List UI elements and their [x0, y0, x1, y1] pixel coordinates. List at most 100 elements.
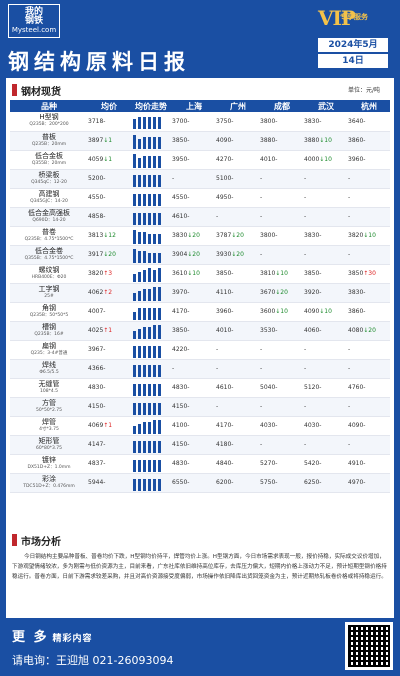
table-row: 低合金板 Q355B：20mm 4059↓1 3950- 4270- 4010- 4000↓… [10, 150, 390, 170]
city-price-cell: - [172, 169, 216, 189]
city-price-cell: 4090- [348, 416, 390, 436]
column-header: 均价走势 [130, 100, 172, 112]
spark-bar [138, 478, 141, 491]
trend-sparkline [130, 475, 172, 491]
spark-bar [138, 307, 141, 320]
column-header: 杭州 [348, 100, 390, 112]
city-price-cell: 3850- [172, 131, 216, 151]
spark-bar [143, 326, 146, 339]
trend-sparkline [130, 133, 172, 149]
trend-cell [130, 264, 172, 284]
trend-sparkline [130, 323, 172, 339]
trend-sparkline [130, 456, 172, 472]
product-cell: 角钢 Q235B：50*50*5 [10, 302, 88, 322]
city-price-cell: - [348, 245, 390, 265]
qr-code-icon[interactable] [345, 622, 393, 670]
product-cell: 镀锌 DX51D+Z：1.0mm [10, 454, 88, 474]
product-cell: 低合金高强板 Q690D：14-20 [10, 207, 88, 227]
avg-price-cell: 5944- [88, 473, 130, 493]
city-price-cell: 3880↓10 [304, 131, 348, 151]
trend-sparkline [130, 171, 172, 187]
spark-bar [143, 269, 146, 282]
city-price-cell: 4270- [216, 150, 260, 170]
table-row: H型钢 Q235B：200*200 3718- 3700- 3750- 3800- 3830… [10, 112, 390, 132]
spark-bar [138, 328, 141, 339]
city-price-cell: - [304, 207, 348, 227]
spark-bar [133, 440, 136, 453]
spark-bar [143, 478, 146, 491]
trend-sparkline [130, 437, 172, 453]
city-price-cell: 3610↓10 [172, 264, 216, 284]
spark-bar [148, 212, 151, 225]
spark-bar [133, 364, 136, 377]
contact-line: 请电询：王迎旭 021-26093094 [12, 654, 174, 667]
spark-bar [153, 117, 156, 130]
trend-cell [130, 473, 172, 493]
trend-sparkline [130, 209, 172, 225]
trend-sparkline [130, 342, 172, 358]
spark-bar [133, 273, 136, 282]
avg-price-cell: 3917↓20 [88, 245, 130, 265]
table-row: 角钢 Q235B：50*50*5 4007- 4170- 3960- 3600↓10 409… [10, 302, 390, 322]
spark-bar [148, 421, 151, 434]
trend-sparkline [130, 113, 172, 130]
column-header: 武汉 [304, 100, 348, 112]
city-price-cell: 4150- [172, 435, 216, 455]
trend-sparkline [130, 152, 172, 168]
spark-bar [153, 136, 156, 149]
trend-cell [130, 131, 172, 151]
table-row: 工字钢 25# 4062↑2 3970- 4110- 3670↓20 3920- 3830- [10, 283, 390, 303]
city-price-cell: 6250- [304, 473, 348, 493]
table-row: 高建钢 Q345GJC：14-20 4550- 4550- 4950- - - - [10, 188, 390, 208]
spark-bar [148, 364, 151, 377]
table-row: 桥梁板 Q345qC：12-20 5200- -5100- - - - [10, 169, 390, 189]
city-price-cell: 4010- [260, 150, 304, 170]
spark-bar [133, 459, 136, 472]
city-price-cell: 3600↓10 [260, 302, 304, 322]
city-price-cell: 3750- [216, 112, 260, 132]
spark-bar [143, 174, 146, 187]
spark-bar [143, 136, 146, 149]
spark-bar [148, 174, 151, 187]
product-cell: 桥梁板 Q345qC：12-20 [10, 169, 88, 189]
spark-bar [148, 233, 151, 244]
city-price-cell: 3930↓20 [216, 245, 260, 265]
city-price-cell: - [348, 169, 390, 189]
product-cell: 工字钢 25# [10, 283, 88, 303]
spark-bar [138, 157, 141, 168]
trend-cell [130, 340, 172, 360]
spark-bar [138, 174, 141, 187]
trend-cell [130, 359, 172, 379]
trend-cell [130, 283, 172, 303]
city-price-cell: 4950- [216, 188, 260, 208]
spark-bar [158, 136, 161, 149]
spark-bar [133, 292, 136, 301]
spark-bar [158, 117, 161, 130]
city-price-cell: - [304, 169, 348, 189]
column-header: 成都 [260, 100, 304, 112]
trend-sparkline [130, 266, 172, 282]
table-row: 低合金卷 Q355B：4.75*1500*C 3917↓20 3904↓20 3930↓… [10, 245, 390, 265]
city-price-cell: 3860- [348, 302, 390, 322]
spark-bar [148, 267, 151, 282]
header-bar: 我的 钢铁 Mysteel.com VIP 专享服务 钢结构原料日报 2024年5… [0, 0, 400, 78]
table-row: 槽钢 Q235B：16# 4025↑1 3850- 4010- 3530- 4060- 408… [10, 321, 390, 341]
avg-price-cell: 4059↓1 [88, 150, 130, 170]
city-price-cell: 4830- [172, 378, 216, 398]
spark-bar [143, 212, 146, 225]
city-price-cell: - [304, 397, 348, 417]
city-price-cell: - [172, 359, 216, 379]
city-price-cell: - [260, 359, 304, 379]
avg-price-cell: 4062↑2 [88, 283, 130, 303]
city-price-cell: - [260, 169, 304, 189]
spark-bar [138, 193, 141, 206]
spark-bar [133, 248, 136, 263]
city-price-cell: 4100- [172, 416, 216, 436]
spark-bar [148, 326, 151, 339]
trend-cell [130, 302, 172, 322]
spark-bar [158, 212, 161, 225]
city-price-cell: 3904↓20 [172, 245, 216, 265]
spark-bar [153, 402, 156, 415]
city-price-cell: - [348, 340, 390, 360]
trend-cell [130, 226, 172, 246]
